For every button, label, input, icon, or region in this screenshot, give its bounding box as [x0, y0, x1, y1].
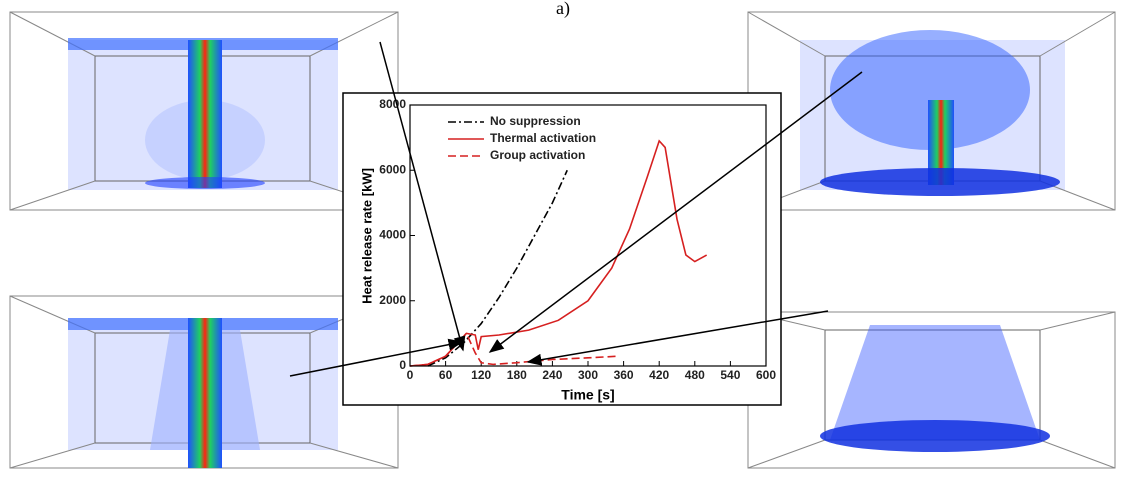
y-tick-label: 0	[399, 358, 406, 372]
chart-frame	[342, 92, 782, 406]
plot-frame	[409, 104, 767, 367]
x-tick-label: 240	[542, 368, 562, 382]
y-axis-label: Heat release rate [kW]	[359, 168, 374, 304]
legend-label: Thermal activation	[490, 131, 596, 145]
y-tick-label: 2000	[379, 293, 406, 307]
x-tick-label: 0	[407, 368, 414, 382]
x-tick-label: 480	[685, 368, 705, 382]
series-line	[427, 169, 568, 367]
x-tick-label: 60	[439, 368, 453, 382]
x-tick-label: 600	[756, 368, 776, 382]
y-tick-label: 8000	[379, 97, 406, 111]
sim-panel	[9, 11, 399, 211]
legend-label: Group activation	[490, 148, 585, 162]
x-tick-label: 120	[471, 368, 491, 382]
x-tick-label: 540	[720, 368, 740, 382]
x-tick-label: 360	[614, 368, 634, 382]
x-axis-label: Time [s]	[561, 387, 614, 403]
sim-panel	[747, 311, 1116, 469]
sim-panel	[747, 11, 1116, 211]
sim-panel	[9, 295, 399, 469]
y-tick-label: 4000	[379, 228, 406, 242]
legend-label: No suppression	[490, 114, 581, 128]
x-tick-label: 300	[578, 368, 598, 382]
x-tick-label: 420	[649, 368, 669, 382]
plot: 0 60 120 180 240 300 360 420 480 540 6000200040006…	[379, 97, 776, 382]
arrows	[289, 41, 863, 377]
x-tick-label: 180	[507, 368, 527, 382]
figure-label: a)	[556, 0, 570, 19]
y-tick-label: 6000	[379, 162, 406, 176]
